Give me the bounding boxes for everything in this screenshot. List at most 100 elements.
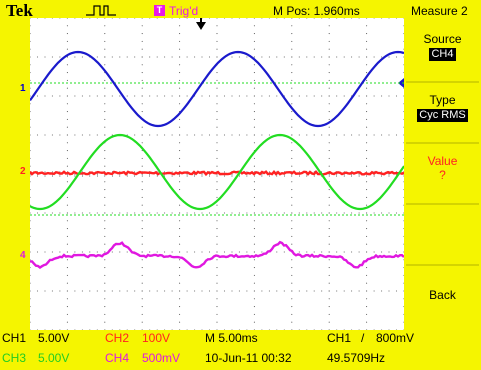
grid-dot	[238, 329, 240, 330]
grid-dot	[171, 18, 173, 19]
grid-dot	[134, 212, 136, 214]
grid-dot	[104, 150, 106, 152]
date-time: 10-Jun-11 00:32	[205, 351, 292, 365]
grid-dot	[328, 298, 330, 300]
grid-dot	[179, 79, 181, 81]
grid-dot	[395, 134, 398, 136]
grid-dot	[104, 48, 106, 50]
grid-dot	[216, 134, 218, 136]
grid-dot	[89, 95, 91, 97]
grid-dot	[223, 329, 226, 330]
grid-dot	[321, 251, 323, 253]
value-button[interactable]: Value ?	[406, 144, 479, 205]
grid-dot	[253, 321, 255, 323]
grid-dot	[313, 18, 315, 19]
back-button[interactable]: Back	[406, 266, 479, 325]
grid-dot	[358, 329, 360, 330]
grid-dot	[149, 212, 151, 214]
grid-dot	[253, 298, 255, 300]
type-button[interactable]: Type Cyc RMS	[406, 83, 479, 144]
grid-dot	[291, 142, 293, 144]
grid-dot	[216, 56, 218, 58]
grid-dot	[403, 204, 404, 206]
grid-dot	[141, 282, 143, 284]
grid-dot	[30, 48, 31, 50]
grid-dot	[104, 259, 106, 261]
grid-dot	[66, 204, 68, 206]
grid-dot	[201, 134, 203, 136]
source-button[interactable]: Source CH4	[406, 22, 479, 83]
grid-dot	[141, 95, 143, 97]
grid-dot	[253, 313, 255, 315]
ch2-label: CH2	[105, 331, 130, 345]
grid-dot	[111, 329, 113, 330]
grid-dot	[351, 251, 353, 253]
grid-dot	[291, 235, 293, 237]
grid-dot	[291, 25, 293, 27]
grid-dot	[328, 290, 330, 292]
value-label: Value	[427, 154, 458, 168]
grid-dot	[291, 111, 293, 113]
grid-dot	[216, 142, 218, 144]
grid-dot	[366, 18, 368, 19]
grid-dot	[156, 95, 158, 97]
grid-dot	[44, 251, 46, 253]
grid-dot	[216, 321, 218, 323]
grid-dot	[141, 150, 143, 152]
grid-dot	[59, 56, 61, 58]
timebase: M 5.00ms	[205, 331, 258, 345]
grid-dot	[208, 290, 211, 292]
grid-dot	[253, 196, 255, 198]
grid-dot	[291, 126, 293, 128]
grid-dot	[403, 274, 404, 276]
grid-dot	[30, 165, 31, 167]
grid-dot	[231, 212, 233, 214]
grid-dot	[30, 118, 31, 120]
grid-dot	[66, 251, 68, 253]
grid-dot	[74, 290, 76, 292]
grid-dot	[30, 282, 31, 284]
grid-dot	[381, 212, 383, 214]
grid-dot	[388, 212, 390, 214]
grid-dot	[223, 251, 226, 253]
grid-dot	[179, 251, 181, 253]
grid-dot	[283, 212, 285, 214]
grid-dot	[216, 306, 218, 308]
grid-dot	[30, 189, 31, 191]
grid-dot	[59, 134, 61, 136]
grid-dot	[36, 95, 39, 97]
measure-side-menu: Source CH4 Type Cyc RMS Value ? Back	[404, 22, 481, 330]
grid-dot	[104, 220, 106, 222]
grid-dot	[104, 306, 106, 308]
grid-dot	[306, 18, 308, 19]
grid-dot	[30, 134, 31, 136]
grid-dot	[186, 56, 188, 58]
grid-dot	[328, 56, 330, 58]
grid-dot	[111, 56, 113, 58]
grid-dot	[59, 290, 61, 292]
grid-dot	[246, 18, 248, 19]
grid-dot	[328, 111, 330, 113]
grid-dot	[238, 212, 240, 214]
grid-dot	[306, 212, 308, 214]
waveform-screen	[30, 18, 404, 330]
ch1-label: CH1	[2, 331, 27, 345]
ch3-label: CH3	[2, 351, 27, 365]
grid-dot	[164, 134, 166, 136]
grid-dot	[328, 267, 330, 269]
grid-dot	[403, 243, 404, 245]
grid-dot	[231, 134, 233, 136]
grid-dot	[216, 243, 218, 245]
grid-dot	[126, 95, 128, 97]
grid-dot	[216, 48, 218, 50]
grid-dot	[44, 134, 46, 136]
grid-dot	[66, 282, 68, 284]
grid-dot	[141, 72, 143, 74]
ch3-trace	[30, 133, 404, 211]
grid-dot	[194, 18, 196, 19]
grid-dot	[179, 72, 181, 74]
grid-dot	[381, 134, 383, 136]
grid-dot	[141, 220, 143, 222]
grid-dot	[179, 220, 181, 222]
